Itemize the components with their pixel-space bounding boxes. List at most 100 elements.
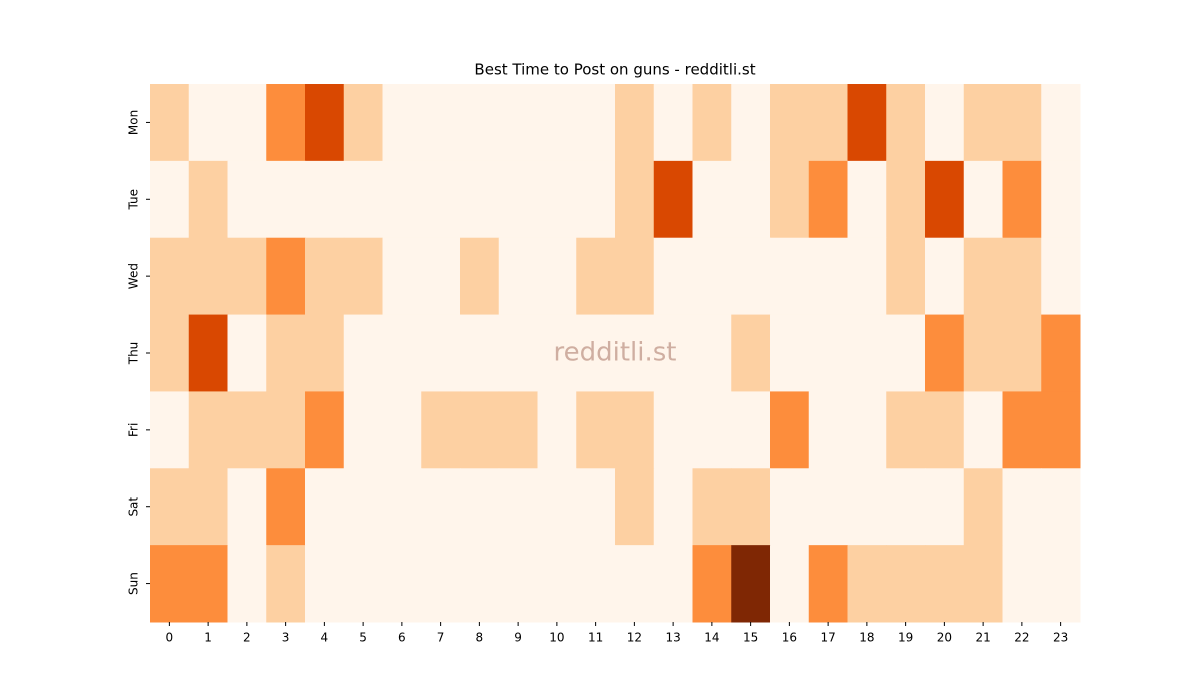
heatmap-cell bbox=[305, 545, 345, 623]
heatmap-cell bbox=[886, 391, 926, 469]
heatmap-cell bbox=[886, 237, 926, 316]
x-tick-label: 20 bbox=[937, 631, 952, 645]
heatmap-cells bbox=[150, 84, 1081, 623]
x-tick-label: 18 bbox=[859, 631, 874, 645]
heatmap-cell bbox=[150, 545, 190, 623]
heatmap-cell bbox=[1002, 160, 1042, 239]
heatmap-cell bbox=[847, 314, 887, 392]
heatmap-cell bbox=[227, 391, 267, 469]
heatmap-cell bbox=[925, 314, 965, 392]
heatmap-cell bbox=[808, 84, 848, 162]
heatmap-cell bbox=[343, 391, 383, 469]
heatmap-cell bbox=[770, 391, 810, 469]
heatmap-cell bbox=[1002, 468, 1042, 546]
heatmap-cell bbox=[188, 237, 228, 316]
heatmap-cell bbox=[188, 391, 228, 469]
heatmap-cell bbox=[343, 160, 383, 239]
heatmap-cell bbox=[537, 84, 577, 162]
x-tick-label: 9 bbox=[514, 631, 522, 645]
heatmap-cell bbox=[498, 391, 538, 469]
heatmap-cell bbox=[498, 545, 538, 623]
heatmap-cell bbox=[886, 545, 926, 623]
heatmap-cell bbox=[808, 391, 848, 469]
heatmap-cell bbox=[421, 545, 461, 623]
heatmap-cell bbox=[150, 237, 190, 316]
axes: 0 1 2 3 4 5 6 7 8 9 10 11 12 13 14 15 16 17 18 19 20 21 22 23Mo… bbox=[127, 110, 1069, 645]
heatmap-cell bbox=[537, 545, 577, 623]
heatmap-cell bbox=[731, 84, 771, 162]
heatmap-cell bbox=[963, 84, 1003, 162]
heatmap-cell bbox=[576, 314, 616, 392]
heatmap-cell bbox=[266, 545, 306, 623]
x-tick-label: 10 bbox=[549, 631, 564, 645]
heatmap-cell bbox=[227, 84, 267, 162]
y-tick-label: Sun bbox=[127, 572, 141, 595]
heatmap-cell bbox=[498, 468, 538, 546]
x-tick-label: 7 bbox=[437, 631, 445, 645]
heatmap-cell bbox=[576, 84, 616, 162]
heatmap-cell bbox=[692, 237, 732, 316]
heatmap-cell bbox=[266, 314, 306, 392]
x-tick-label: 3 bbox=[282, 631, 290, 645]
x-tick-label: 12 bbox=[627, 631, 642, 645]
heatmap-cell bbox=[227, 468, 267, 546]
heatmap-cell bbox=[1041, 314, 1081, 392]
x-tick-label: 21 bbox=[975, 631, 990, 645]
heatmap-cell bbox=[925, 84, 965, 162]
heatmap-cell bbox=[227, 314, 267, 392]
heatmap-cell bbox=[925, 237, 965, 316]
heatmap-cell bbox=[770, 84, 810, 162]
heatmap-cell bbox=[692, 391, 732, 469]
heatmap-cell bbox=[421, 468, 461, 546]
heatmap-cell bbox=[537, 160, 577, 239]
heatmap-cell bbox=[847, 160, 887, 239]
heatmap-cell bbox=[925, 468, 965, 546]
x-tick-label: 15 bbox=[743, 631, 758, 645]
heatmap-cell bbox=[305, 84, 345, 162]
heatmap-cell bbox=[266, 84, 306, 162]
heatmap-cell bbox=[653, 391, 693, 469]
heatmap-cell bbox=[731, 237, 771, 316]
heatmap-cell bbox=[1002, 314, 1042, 392]
heatmap-cell bbox=[188, 84, 228, 162]
heatmap-cell bbox=[460, 314, 500, 392]
heatmap-cell bbox=[227, 545, 267, 623]
heatmap-cell bbox=[305, 314, 345, 392]
heatmap-cell bbox=[498, 237, 538, 316]
heatmap-cell bbox=[731, 314, 771, 392]
x-tick-label: 23 bbox=[1053, 631, 1068, 645]
heatmap-cell bbox=[808, 468, 848, 546]
heatmap-cell bbox=[460, 237, 500, 316]
heatmap-cell bbox=[963, 391, 1003, 469]
heatmap-cell bbox=[343, 314, 383, 392]
heatmap-cell bbox=[925, 160, 965, 239]
x-tick-label: 1 bbox=[204, 631, 212, 645]
heatmap-cell bbox=[382, 84, 422, 162]
heatmap-cell bbox=[886, 84, 926, 162]
heatmap-cell bbox=[498, 314, 538, 392]
heatmap-cell bbox=[886, 468, 926, 546]
heatmap-cell bbox=[576, 391, 616, 469]
heatmap-cell bbox=[188, 160, 228, 239]
heatmap-cell bbox=[343, 468, 383, 546]
heatmap-cell bbox=[615, 314, 655, 392]
heatmap-cell bbox=[343, 237, 383, 316]
heatmap-cell bbox=[576, 468, 616, 546]
heatmap-cell bbox=[382, 237, 422, 316]
heatmap-cell bbox=[1041, 468, 1081, 546]
heatmap-cell bbox=[615, 468, 655, 546]
heatmap-cell bbox=[150, 84, 190, 162]
x-tick-label: 16 bbox=[782, 631, 797, 645]
heatmap-cell bbox=[266, 160, 306, 239]
heatmap-cell bbox=[266, 391, 306, 469]
x-tick-label: 13 bbox=[665, 631, 680, 645]
heatmap-cell bbox=[653, 314, 693, 392]
heatmap-cell bbox=[1002, 545, 1042, 623]
heatmap-cell bbox=[925, 545, 965, 623]
heatmap-cell bbox=[925, 391, 965, 469]
heatmap-cell bbox=[421, 160, 461, 239]
heatmap-cell bbox=[382, 314, 422, 392]
heatmap-cell bbox=[615, 545, 655, 623]
heatmap-cell bbox=[770, 545, 810, 623]
